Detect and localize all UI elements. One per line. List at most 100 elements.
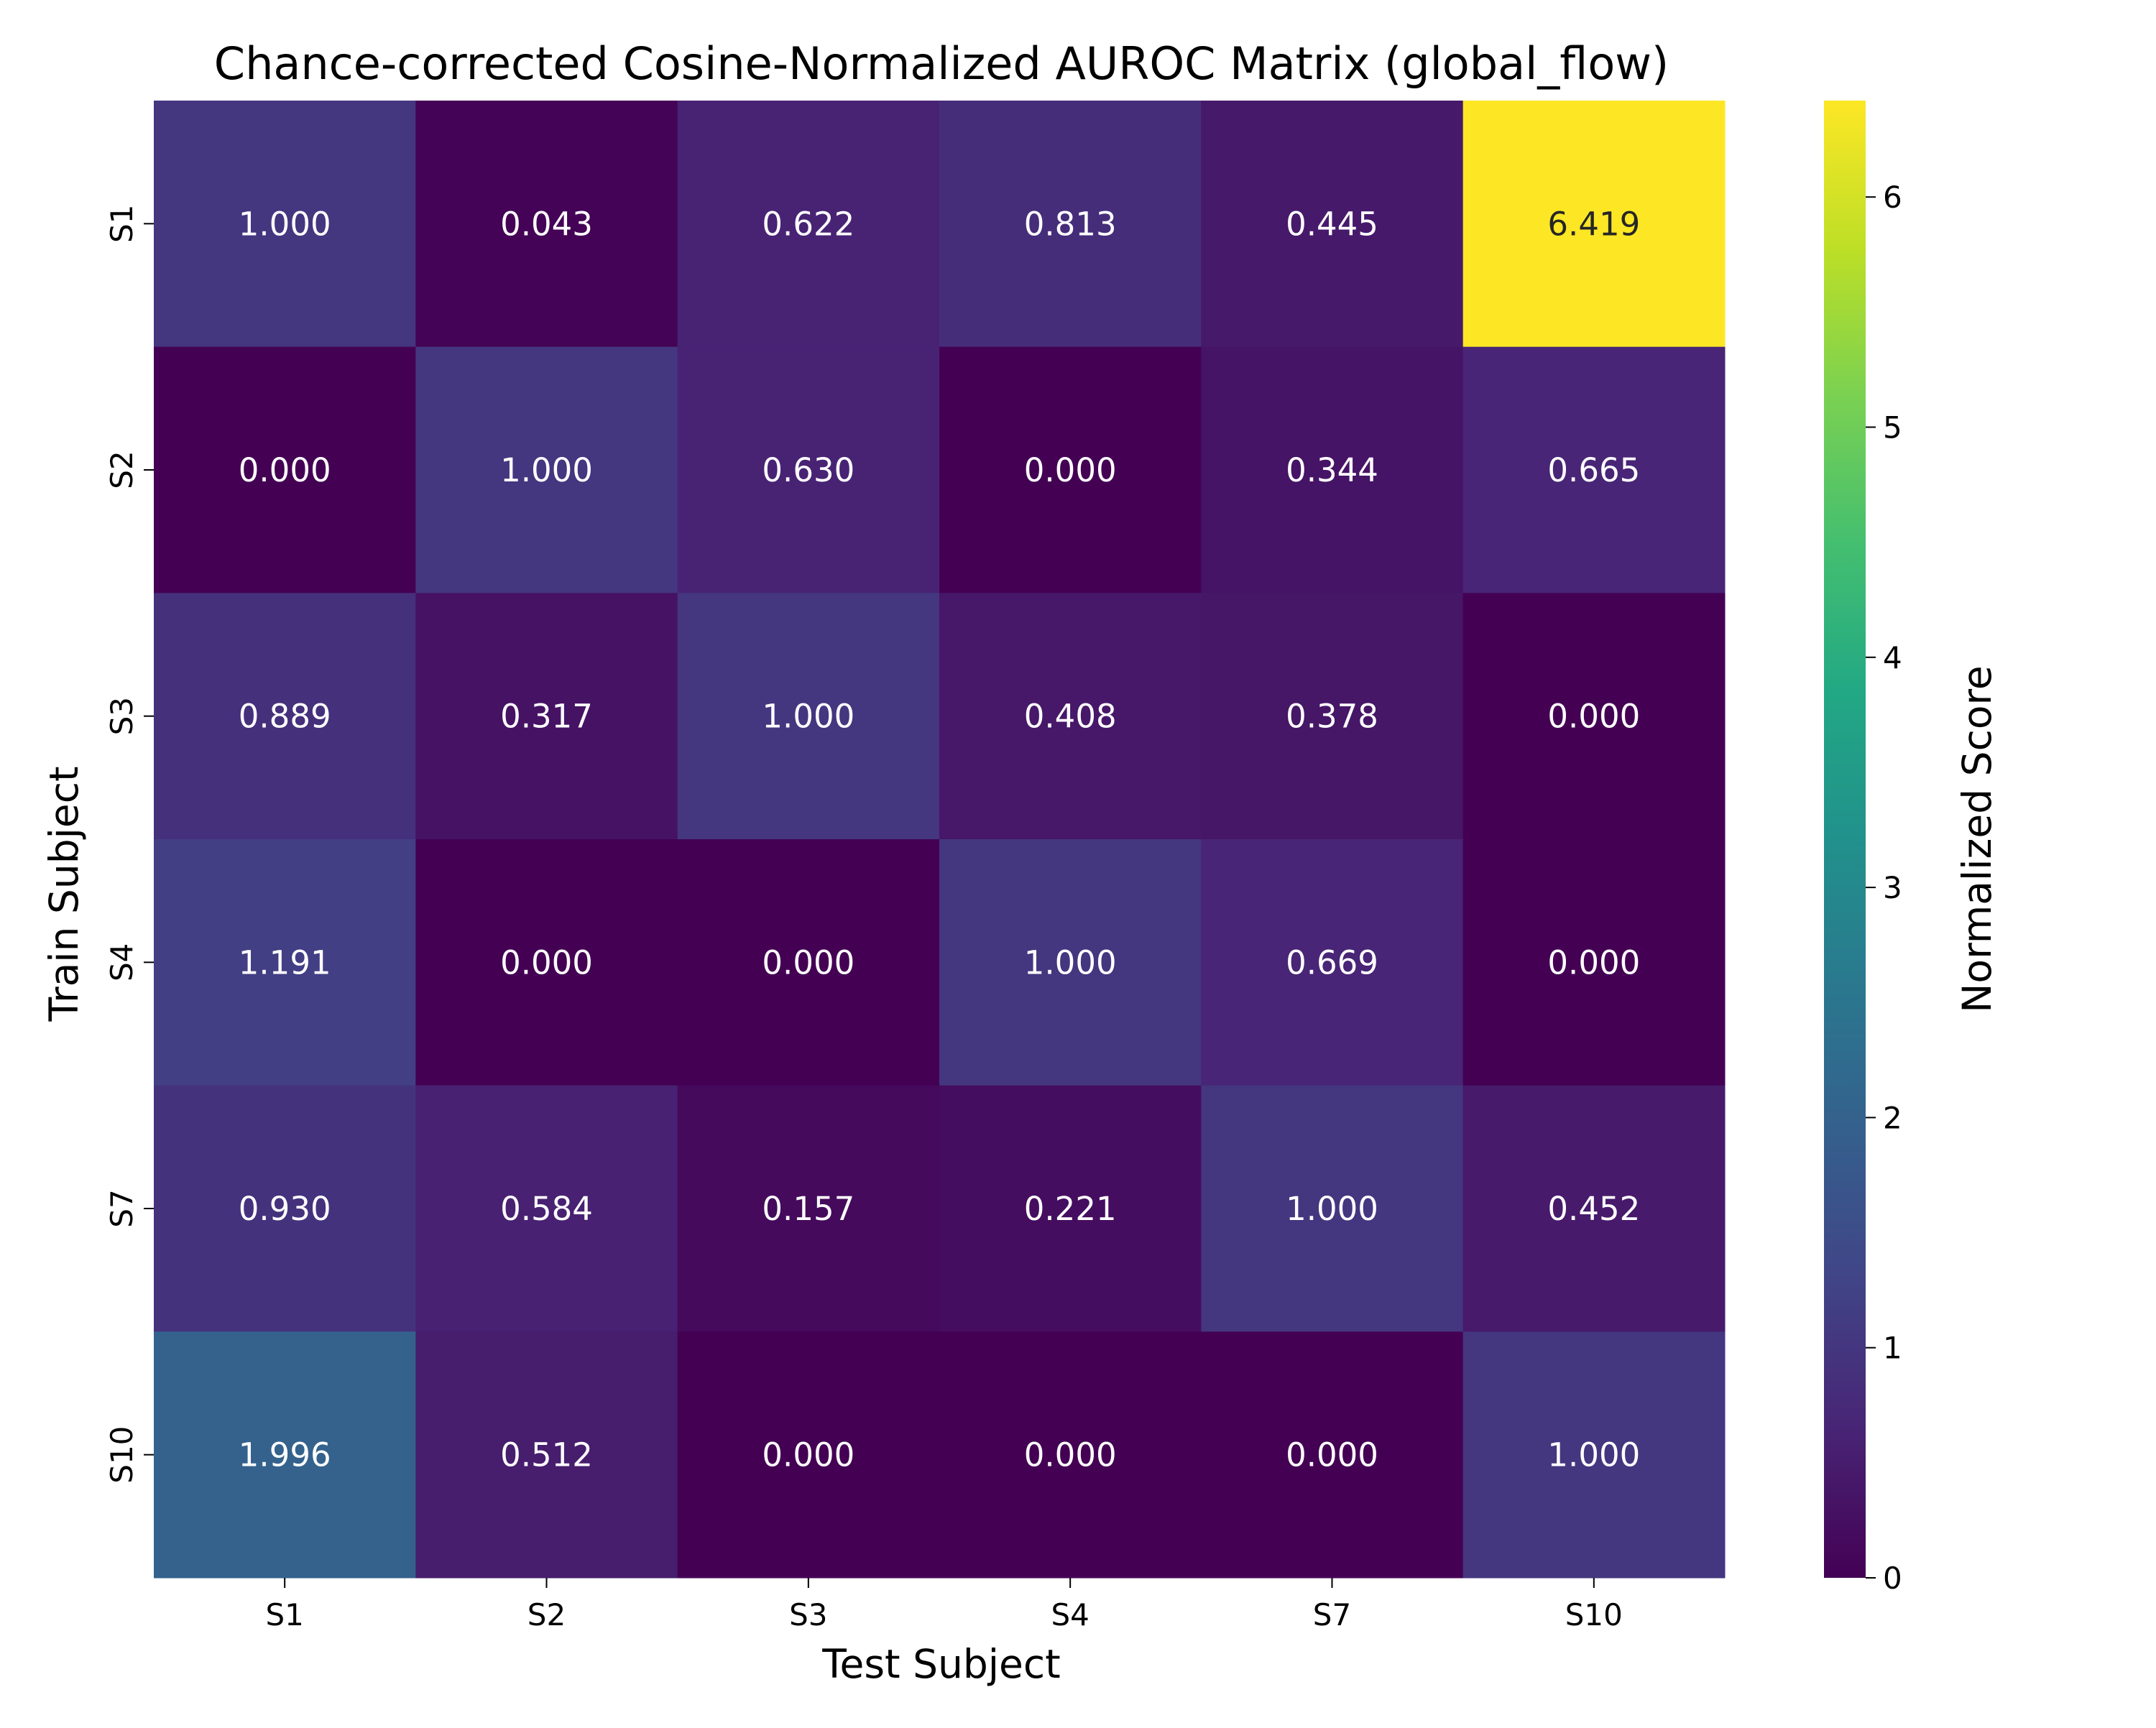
- chart-title: Chance-corrected Cosine-Normalized AUROC…: [214, 37, 1669, 90]
- x-tick-label: S2: [528, 1597, 566, 1632]
- heatmap-cell: [154, 101, 416, 348]
- y-tick-label: S1: [104, 205, 139, 243]
- colorbar-tick-label: 6: [1883, 180, 1902, 215]
- colorbar-label: Normalized Score: [1954, 665, 2000, 1012]
- cell-value-label: 1.000: [500, 451, 593, 489]
- colorbar-tick-label: 2: [1883, 1100, 1902, 1135]
- colorbar-tick-label: 1: [1883, 1331, 1902, 1366]
- heatmap-cell: [415, 593, 678, 840]
- heatmap-cell: [939, 1085, 1202, 1332]
- heatmap-cell: [1462, 839, 1726, 1086]
- colorbar-tick-label: 5: [1883, 410, 1902, 445]
- x-tick-label: S1: [265, 1597, 303, 1632]
- heatmap-cell: [1462, 101, 1726, 348]
- colorbar-gradient: [1824, 101, 1866, 1578]
- cell-value-label: 1.191: [239, 943, 331, 981]
- heatmap-cell: [154, 839, 416, 1086]
- cell-value-label: 0.622: [762, 205, 854, 243]
- cell-value-label: 0.584: [500, 1190, 593, 1228]
- colorbar-tick-label: 0: [1883, 1561, 1902, 1596]
- cell-value-label: 0.043: [500, 205, 593, 243]
- heatmap-cell: [154, 346, 416, 593]
- cell-value-label: 0.000: [1286, 1436, 1378, 1474]
- cell-value-label: 1.000: [1024, 943, 1117, 981]
- heatmap-cell: [1201, 593, 1464, 840]
- heatmap-cell: [1201, 839, 1464, 1086]
- x-tick-label: S3: [789, 1597, 827, 1632]
- cell-value-label: 6.419: [1547, 205, 1640, 243]
- cell-value-label: 0.669: [1286, 943, 1378, 981]
- heatmap-cell: [677, 839, 940, 1086]
- cell-value-label: 0.000: [1547, 943, 1640, 981]
- cell-value-label: 0.665: [1547, 451, 1640, 489]
- y-tick-label: S10: [104, 1426, 139, 1484]
- y-tick-label: S7: [104, 1189, 139, 1227]
- y-tick-label: S2: [104, 451, 139, 489]
- heatmap-cell: [939, 593, 1202, 840]
- cell-value-label: 0.930: [239, 1190, 331, 1228]
- heatmap-cell: [677, 346, 940, 593]
- cell-value-label: 0.344: [1286, 451, 1378, 489]
- heatmap-cell: [154, 593, 416, 840]
- heatmap-cell: [415, 839, 678, 1086]
- cell-value-label: 0.452: [1547, 1190, 1640, 1228]
- cell-value-label: 0.317: [500, 698, 593, 736]
- heatmap-cell: [677, 1331, 940, 1579]
- cell-value-label: 1.000: [762, 698, 854, 736]
- heatmap-cell: [1462, 1085, 1726, 1332]
- y-axis-label: Train Subject: [41, 766, 87, 1022]
- colorbar-ticks: 0 1 2 3 4 5 6: [1866, 180, 1902, 1596]
- cell-value-label: 0.221: [1024, 1190, 1117, 1228]
- cell-value-label: 0.000: [1547, 698, 1640, 736]
- cell-value-label: 0.157: [762, 1190, 854, 1228]
- heatmap-cells: 1.000 0.043 0.622 0.813 0.445 6.419 0.000 1.000…: [154, 101, 1726, 1579]
- y-axis: S1 S2 S3 S4 S7 S10: [104, 205, 154, 1484]
- cell-value-label: 0.445: [1286, 205, 1378, 243]
- heatmap-cell: [415, 101, 678, 348]
- cell-value-label: 0.889: [239, 698, 331, 736]
- colorbar-tick-label: 4: [1883, 640, 1902, 675]
- cell-value-label: 0.000: [762, 943, 854, 981]
- colorbar-tick-label: 3: [1883, 870, 1902, 905]
- heatmap-cell: [677, 1085, 940, 1332]
- heatmap-cell: [1201, 101, 1464, 348]
- heatmap-cell: [939, 346, 1202, 593]
- heatmap-cell: [939, 1331, 1202, 1579]
- cell-value-label: 1.000: [239, 205, 331, 243]
- x-axis: S1 S2 S3 S4 S7 S10: [265, 1578, 1623, 1632]
- cell-value-label: 0.408: [1024, 698, 1117, 736]
- cell-value-label: 1.000: [1286, 1190, 1378, 1228]
- heatmap-cell: [154, 1331, 416, 1579]
- heatmap-cell: [415, 1331, 678, 1579]
- x-tick-label: S10: [1565, 1597, 1623, 1632]
- heatmap-cell: [1201, 1085, 1464, 1332]
- cell-value-label: 0.000: [1024, 1436, 1117, 1474]
- cell-value-label: 0.000: [1024, 451, 1117, 489]
- heatmap-cell: [154, 1085, 416, 1332]
- colorbar: 0 1 2 3 4 5 6 Normalized Score: [1824, 101, 2000, 1596]
- heatmap-cell: [415, 346, 678, 593]
- cell-value-label: 0.378: [1286, 698, 1378, 736]
- cell-value-label: 0.630: [762, 451, 854, 489]
- heatmap-cell: [1201, 346, 1464, 593]
- heatmap-cell: [1201, 1331, 1464, 1579]
- heatmap-cell: [415, 1085, 678, 1332]
- heatmap-cell: [677, 101, 940, 348]
- x-tick-label: S7: [1313, 1597, 1351, 1632]
- heatmap-cell: [1462, 346, 1726, 593]
- cell-value-label: 0.000: [239, 451, 331, 489]
- heatmap-cell: [1462, 593, 1726, 840]
- y-tick-label: S3: [104, 697, 139, 735]
- cell-value-label: 0.000: [762, 1436, 854, 1474]
- x-axis-label: Test Subject: [821, 1641, 1060, 1687]
- heatmap-cell: [939, 839, 1202, 1086]
- x-tick-label: S4: [1051, 1597, 1089, 1632]
- cell-value-label: 0.813: [1024, 205, 1117, 243]
- y-tick-label: S4: [104, 943, 139, 981]
- cell-value-label: 0.512: [500, 1436, 593, 1474]
- cell-value-label: 1.000: [1547, 1436, 1640, 1474]
- heatmap-cell: [1462, 1331, 1726, 1579]
- cell-value-label: 1.996: [239, 1436, 331, 1474]
